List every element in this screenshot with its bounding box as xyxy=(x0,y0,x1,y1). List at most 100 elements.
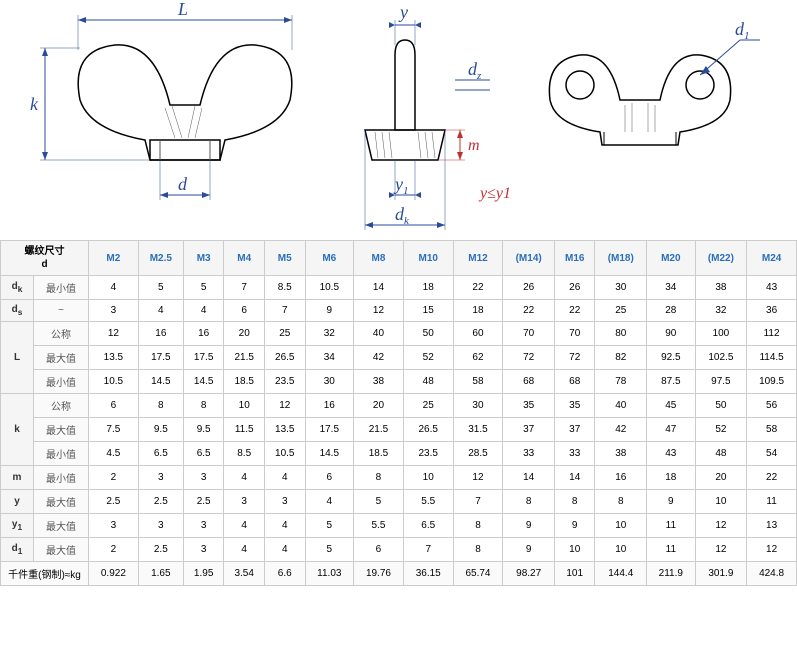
wing-nut-diagram: L k d y dz m y1 dk xyxy=(0,0,797,240)
table-row: y最大值2.52.52.533455.5788891011 xyxy=(1,490,797,514)
cell: 70 xyxy=(554,322,595,346)
cell: 10 xyxy=(554,538,595,562)
cell: 8 xyxy=(503,490,555,514)
cell: 18 xyxy=(647,466,696,490)
cell: 9.5 xyxy=(183,418,224,442)
cell: 26 xyxy=(503,276,555,300)
svg-text:L: L xyxy=(177,0,188,19)
footer-row: 千件重(钢制)≈kg0.9221.651.953.546.611.0319.76… xyxy=(1,562,797,586)
cell: 62 xyxy=(453,346,503,370)
row-symbol: k xyxy=(1,394,34,466)
row-symbol: d1 xyxy=(1,538,34,562)
cell: 42 xyxy=(595,418,647,442)
cell: 8 xyxy=(354,466,404,490)
cell: 87.5 xyxy=(647,370,696,394)
cell: 112 xyxy=(747,322,797,346)
col-header: (M22) xyxy=(695,241,747,276)
cell: 102.5 xyxy=(695,346,747,370)
cell: 26 xyxy=(554,276,595,300)
cell: 4 xyxy=(224,514,265,538)
cell: 68 xyxy=(503,370,555,394)
cell: 54 xyxy=(747,442,797,466)
cell: 10 xyxy=(403,466,453,490)
cell: 22 xyxy=(554,300,595,322)
col-header: M2.5 xyxy=(138,241,183,276)
cell: 15 xyxy=(403,300,453,322)
row-symbol: y1 xyxy=(1,514,34,538)
cell: 36.15 xyxy=(403,562,453,586)
cell: 34 xyxy=(305,346,354,370)
cell: 22 xyxy=(503,300,555,322)
cell: 20 xyxy=(224,322,265,346)
row-sublabel: 最大值 xyxy=(34,418,89,442)
row-symbol: y xyxy=(1,490,34,514)
cell: 12 xyxy=(453,466,503,490)
cell: 18 xyxy=(403,276,453,300)
cell: 12 xyxy=(264,394,305,418)
cell: 211.9 xyxy=(647,562,696,586)
cell: 14.5 xyxy=(305,442,354,466)
cell: 5.5 xyxy=(403,490,453,514)
cell: 4 xyxy=(264,466,305,490)
cell: 4 xyxy=(224,538,265,562)
cell: 3 xyxy=(224,490,265,514)
cell: 3 xyxy=(89,514,139,538)
cell: 10.5 xyxy=(89,370,139,394)
cell: 98.27 xyxy=(503,562,555,586)
row-sublabel: 最小值 xyxy=(34,466,89,490)
cell: 3 xyxy=(89,300,139,322)
cell: 10.5 xyxy=(264,442,305,466)
col-header: M6 xyxy=(305,241,354,276)
top-view: d1 xyxy=(549,19,760,145)
cell: 17.5 xyxy=(138,346,183,370)
cell: 3 xyxy=(183,466,224,490)
cell: 14 xyxy=(354,276,404,300)
cell: 60 xyxy=(453,322,503,346)
cell: 26.5 xyxy=(264,346,305,370)
svg-text:m: m xyxy=(468,137,480,154)
cell: 11 xyxy=(747,490,797,514)
cell: 78 xyxy=(595,370,647,394)
col-header: M4 xyxy=(224,241,265,276)
cell: 1.65 xyxy=(138,562,183,586)
cell: 31.5 xyxy=(453,418,503,442)
table-row: 最大值7.59.59.511.513.517.521.526.531.53737… xyxy=(1,418,797,442)
cell: 9 xyxy=(647,490,696,514)
cell: 32 xyxy=(695,300,747,322)
col-header: (M18) xyxy=(595,241,647,276)
cell: 2.5 xyxy=(183,490,224,514)
cell: 4 xyxy=(224,466,265,490)
cell: 13 xyxy=(747,514,797,538)
cell: 82 xyxy=(595,346,647,370)
cell: 28 xyxy=(647,300,696,322)
cell: 43 xyxy=(747,276,797,300)
table-row: 最小值4.56.56.58.510.514.518.523.528.533333… xyxy=(1,442,797,466)
cell: 2.5 xyxy=(138,538,183,562)
cell: 47 xyxy=(647,418,696,442)
cell: 12 xyxy=(747,538,797,562)
cell: 32 xyxy=(305,322,354,346)
cell: 10 xyxy=(224,394,265,418)
cell: 22 xyxy=(747,466,797,490)
cell: 11.03 xyxy=(305,562,354,586)
cell: 80 xyxy=(595,322,647,346)
row-symbol: dk xyxy=(1,276,34,300)
col-header: M24 xyxy=(747,241,797,276)
row-sublabel: 公称 xyxy=(34,322,89,346)
cell: 38 xyxy=(354,370,404,394)
cell: 25 xyxy=(264,322,305,346)
row-symbol: ds xyxy=(1,300,34,322)
cell: 18.5 xyxy=(224,370,265,394)
cell: 45 xyxy=(647,394,696,418)
row-sublabel: 最大值 xyxy=(34,538,89,562)
svg-text:k: k xyxy=(30,94,39,114)
table-row: L公称12161620253240506070708090100112 xyxy=(1,322,797,346)
cell: 4.5 xyxy=(89,442,139,466)
row-sublabel: 公称 xyxy=(34,394,89,418)
cell: 33 xyxy=(503,442,555,466)
table-row: m最小值23344681012141416182022 xyxy=(1,466,797,490)
cell: 16 xyxy=(138,322,183,346)
cell: 4 xyxy=(138,300,183,322)
cell: 11 xyxy=(647,538,696,562)
cell: 4 xyxy=(89,276,139,300)
